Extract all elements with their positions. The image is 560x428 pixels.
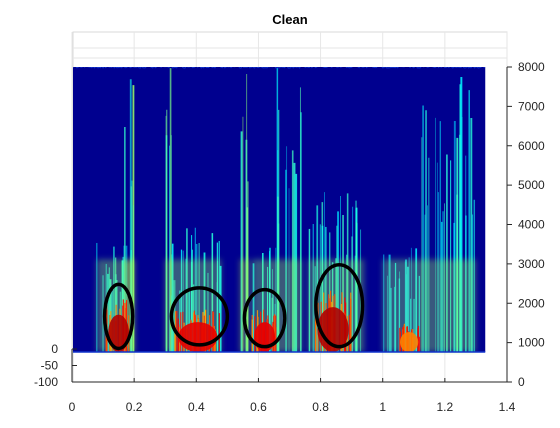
z-tick-label: 6000 (518, 139, 545, 153)
annotation-circle-3 (242, 287, 287, 349)
x-tick-label: 0.8 (312, 400, 329, 414)
y-tick-label: 0 (51, 342, 58, 356)
z-tick-label: 1000 (518, 336, 545, 350)
z-tick-label: 0 (518, 375, 525, 389)
y-tick-label: -100 (34, 375, 58, 389)
y-tick-label: -50 (41, 359, 59, 373)
x-tick-label: 0 (69, 400, 76, 414)
x-tick-label: 1.4 (499, 400, 516, 414)
x-tick-label: 0.4 (188, 400, 205, 414)
z-tick-label: 5000 (518, 178, 545, 192)
x-tick-label: 0.6 (250, 400, 267, 414)
annotation-circles (102, 262, 365, 351)
x-tick-label: 0.2 (126, 400, 143, 414)
chart-title: Clean (272, 12, 307, 27)
x-tick-label: 1.2 (437, 400, 454, 414)
annotation-circle-1 (102, 282, 135, 351)
x-tick-label: 1 (379, 400, 386, 414)
x-axis-ticks: 0 0.2 0.4 0.6 0.8 1 1.2 1.4 (69, 378, 516, 414)
z-tick-label: 8000 (518, 60, 545, 74)
z-tick-label: 3000 (518, 257, 545, 271)
z-tick-label: 7000 (518, 99, 545, 113)
z-tick-label: 2000 (518, 296, 545, 310)
z-axis-ticks: 0 1000 2000 3000 4000 5000 6000 7000 8000 (506, 60, 545, 389)
y-axis-ticks: 0 -50 -100 (34, 342, 507, 389)
annotation-circle-4 (314, 262, 365, 349)
z-tick-label: 4000 (518, 218, 545, 232)
annotation-circle-2 (169, 286, 230, 347)
